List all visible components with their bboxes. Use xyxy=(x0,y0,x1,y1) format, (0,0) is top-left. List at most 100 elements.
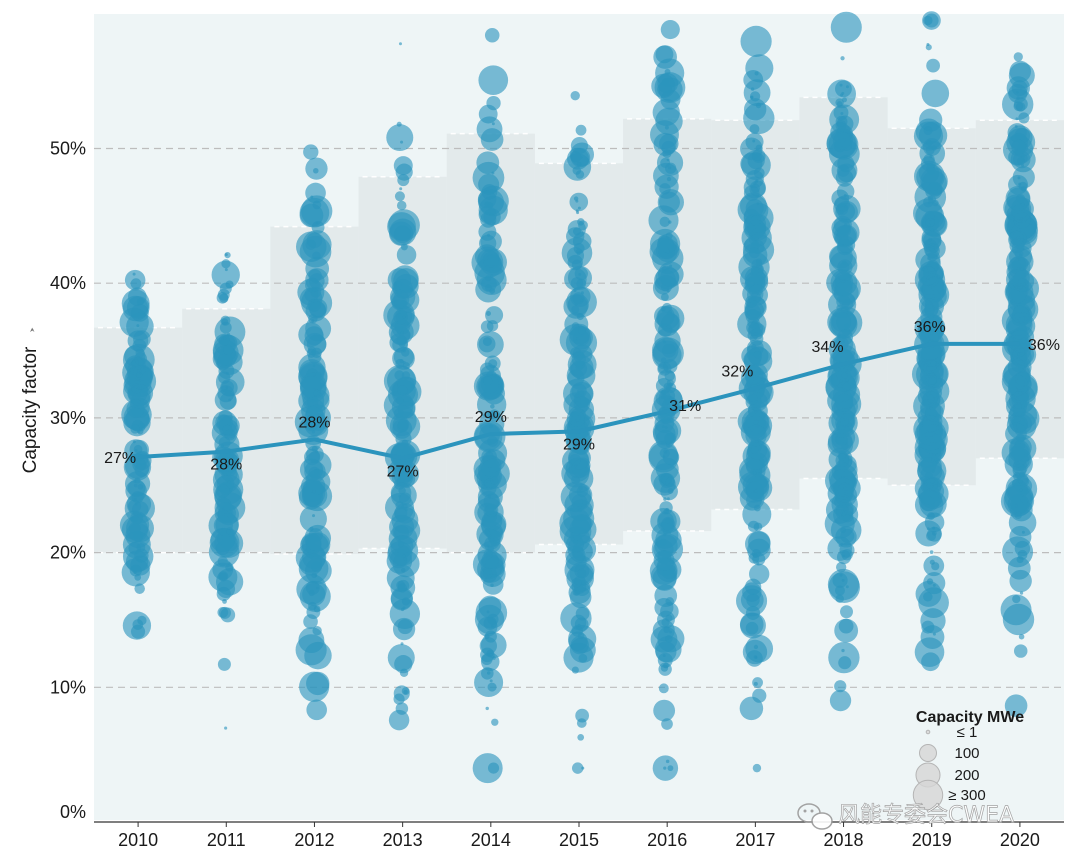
project-dot xyxy=(657,361,672,376)
project-dot xyxy=(648,205,679,236)
project-dot xyxy=(572,166,582,175)
project-dot xyxy=(844,205,848,209)
project-dot xyxy=(218,436,231,449)
project-dot xyxy=(126,514,154,543)
project-dot xyxy=(752,763,762,773)
project-dot xyxy=(1012,166,1035,189)
median-label: 31% xyxy=(669,398,701,415)
project-dot xyxy=(832,572,848,588)
project-dot xyxy=(486,320,499,332)
project-dot xyxy=(487,682,497,692)
project-dot xyxy=(1000,594,1032,626)
project-dot xyxy=(476,116,503,143)
project-dot xyxy=(571,352,586,367)
project-dot xyxy=(753,182,757,186)
project-dot xyxy=(831,425,856,450)
project-dot xyxy=(132,272,136,276)
project-dot xyxy=(839,542,855,558)
median-label: 29% xyxy=(563,436,595,453)
x-tick-label: 2013 xyxy=(383,830,423,850)
project-dot xyxy=(487,545,494,552)
project-dot xyxy=(217,556,228,567)
project-dot xyxy=(397,583,408,593)
project-dot xyxy=(568,483,593,507)
project-dot xyxy=(216,457,236,476)
project-dot xyxy=(1018,633,1025,640)
project-dot xyxy=(570,90,580,101)
y-tick-label: 10% xyxy=(50,677,86,697)
project-dot xyxy=(1004,694,1028,718)
project-dot xyxy=(736,585,768,617)
dots-2019 xyxy=(911,11,950,672)
project-dot xyxy=(223,344,234,356)
watermark: 风能专委会CWEA xyxy=(797,803,1014,830)
project-dot xyxy=(309,301,326,318)
dots-2013 xyxy=(383,42,422,731)
project-dot xyxy=(136,543,146,552)
project-dot xyxy=(224,253,228,257)
project-dot xyxy=(403,557,407,561)
median-label: 28% xyxy=(210,457,242,474)
project-dot xyxy=(485,306,504,325)
project-dot xyxy=(574,590,580,596)
project-dot xyxy=(1014,249,1024,259)
project-dot xyxy=(222,424,233,436)
project-dot xyxy=(480,211,497,228)
project-dot xyxy=(124,471,151,497)
watermark-text: 风能专委会CWEA xyxy=(838,803,1014,828)
dots-2016 xyxy=(648,20,686,781)
project-dot xyxy=(1011,139,1027,155)
project-dot xyxy=(402,315,406,319)
project-dot xyxy=(661,718,673,730)
project-dot xyxy=(654,327,681,355)
project-dot xyxy=(663,766,667,770)
project-dot xyxy=(1013,97,1028,112)
project-dot xyxy=(747,219,767,239)
project-dot xyxy=(397,541,404,548)
project-dot xyxy=(396,396,404,405)
project-dot xyxy=(752,552,766,566)
project-dot xyxy=(306,334,327,355)
project-dot xyxy=(748,247,760,259)
project-dot xyxy=(922,415,939,433)
project-dot xyxy=(296,574,327,605)
project-dot xyxy=(395,702,409,715)
project-dot xyxy=(384,493,415,523)
legend-label: ≤ 1 xyxy=(957,724,978,741)
project-dot xyxy=(1009,525,1032,548)
project-dot xyxy=(737,194,769,226)
x-tick-label: 2018 xyxy=(824,830,864,850)
project-dot xyxy=(400,607,405,612)
project-dot xyxy=(577,733,585,741)
project-dot xyxy=(912,198,943,228)
project-dot xyxy=(400,243,408,251)
project-dot xyxy=(226,529,231,535)
project-dot xyxy=(930,360,937,367)
project-dot xyxy=(740,137,763,161)
project-dot xyxy=(136,371,143,378)
project-dot xyxy=(490,404,495,409)
project-dot xyxy=(828,641,860,674)
x-tick-label: 2014 xyxy=(471,830,511,850)
x-tick-label: 2011 xyxy=(207,830,246,850)
dots-2020 xyxy=(1000,52,1040,718)
project-dot xyxy=(745,54,774,83)
project-dot xyxy=(664,432,677,445)
project-dot xyxy=(126,296,150,319)
project-dot xyxy=(1019,471,1026,478)
project-dot xyxy=(304,641,332,670)
project-dot xyxy=(223,336,227,340)
project-dot xyxy=(845,378,849,382)
project-dot xyxy=(567,265,593,290)
median-label: 27% xyxy=(387,463,419,480)
project-dot xyxy=(130,278,142,290)
project-dot xyxy=(478,65,509,96)
project-dot xyxy=(487,495,491,499)
project-dot xyxy=(578,485,583,491)
project-dot xyxy=(658,233,678,254)
project-dot xyxy=(665,597,675,606)
project-dot xyxy=(666,497,670,501)
project-dot xyxy=(481,667,494,680)
project-dot xyxy=(655,390,671,406)
